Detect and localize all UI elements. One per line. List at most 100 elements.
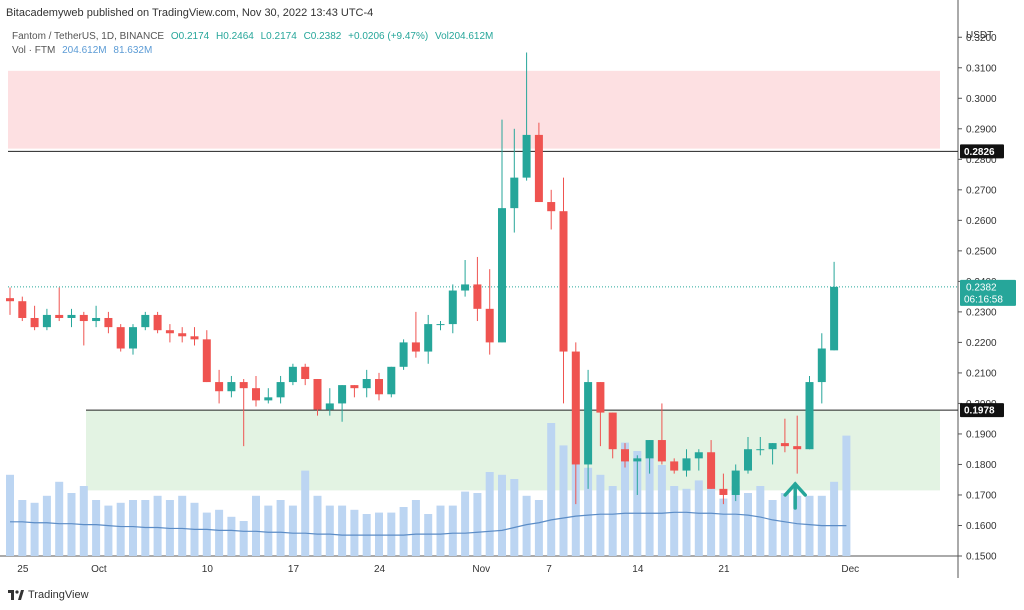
y-tick-label: 0.2600 [966,216,997,227]
candle-up [744,449,752,471]
candle-up [264,397,273,401]
volume-bar [510,479,519,556]
resistance-price-tag: 0.2826 [964,147,995,158]
volume-bar [42,495,51,556]
y-tick-label: 0.3000 [966,94,997,105]
volume-bar [448,505,457,556]
resistance-zone [8,70,940,149]
candle-down [571,351,580,465]
volume-bar [645,458,654,556]
volume-bar [461,491,470,556]
volume-bar [399,507,408,556]
y-tick-label: 0.3100 [966,63,997,74]
volume-bar [559,445,568,556]
volume-bar [153,495,162,556]
candle-down [559,211,568,352]
volume-bar [104,505,113,556]
candle-up [325,403,334,410]
candle-down [719,488,728,495]
tradingview-logo-icon [8,590,24,600]
candle-up [288,366,297,383]
volume-bar [79,486,88,556]
volume-bar [682,488,691,556]
candle-down [793,446,802,450]
candle-up [731,470,740,495]
candle-down [707,452,716,489]
volume-bar [534,500,543,556]
volume-bar [116,502,125,556]
low-value: L0.2174 [260,31,297,42]
volume-bar [264,505,273,556]
candle-up [227,382,236,392]
volume-bar [411,500,420,556]
volume-bar [584,467,593,556]
candle-up [387,366,396,395]
candle-down [534,134,543,203]
candle-down [55,314,64,318]
candle-up [756,449,765,451]
x-tick-label: 17 [288,564,300,575]
candle-down [313,379,322,410]
candle-down [178,333,187,337]
x-tick-label: 10 [202,564,214,575]
volume-bar [805,495,814,556]
volume-bar [596,474,605,556]
volume-bar [55,481,64,556]
volume-bar [744,493,752,556]
x-tick-label: 21 [718,564,730,575]
volume-bar [276,500,285,556]
volume-bar [842,435,851,556]
candle-down [411,342,420,352]
candle-down [252,388,260,401]
volume-bar [92,500,101,556]
volume-bar [768,500,777,556]
change-value: +0.0206 (+9.47%) [348,31,429,42]
volume-ma-line [10,511,847,536]
candle-up [448,290,457,325]
volume-bar [350,509,359,556]
volume-bar [30,502,39,556]
volume-bar [325,505,334,556]
candle-down [608,412,617,450]
candle-up [67,314,76,318]
volume-bar [694,480,703,556]
candle-up [129,327,137,349]
candle-up [817,348,826,383]
volume-bar [547,423,556,556]
candle-down [473,284,482,309]
candle-down [375,379,383,395]
symbol-label: Fantom / TetherUS, 1D, BINANCE [12,31,165,42]
candle-up [694,452,703,459]
candle-down [165,330,174,334]
candle-up [768,443,777,450]
y-tick-label: 0.2200 [966,338,997,349]
candle-up [362,379,371,389]
volume-bar [215,509,224,556]
candle-up [92,317,101,322]
candle-down [6,298,14,302]
candle-down [18,301,27,318]
y-tick-label: 0.1500 [966,552,997,563]
volume-bar [621,442,629,556]
candle-down [104,317,113,328]
volume-bar [473,493,482,556]
volume-bar [178,495,187,556]
y-tick-label: 0.1800 [966,460,997,471]
tradingview-brand: TradingView [28,589,89,601]
x-tick-label: 24 [374,564,386,575]
volume-bar [227,516,236,556]
candle-down [30,317,39,328]
candle-up [436,324,445,326]
volume-bar [670,486,679,556]
volume-ma-value: 81.632M [113,45,153,56]
y-tick-label: 0.3200 [966,33,997,44]
candle-down [596,382,605,413]
volume-bar [202,512,211,556]
x-tick-label: 7 [546,564,552,575]
candle-down [780,443,789,447]
candle-down [190,336,199,340]
volume-bar [780,493,789,556]
volume-indicator-label: Vol · FTM [12,45,56,56]
